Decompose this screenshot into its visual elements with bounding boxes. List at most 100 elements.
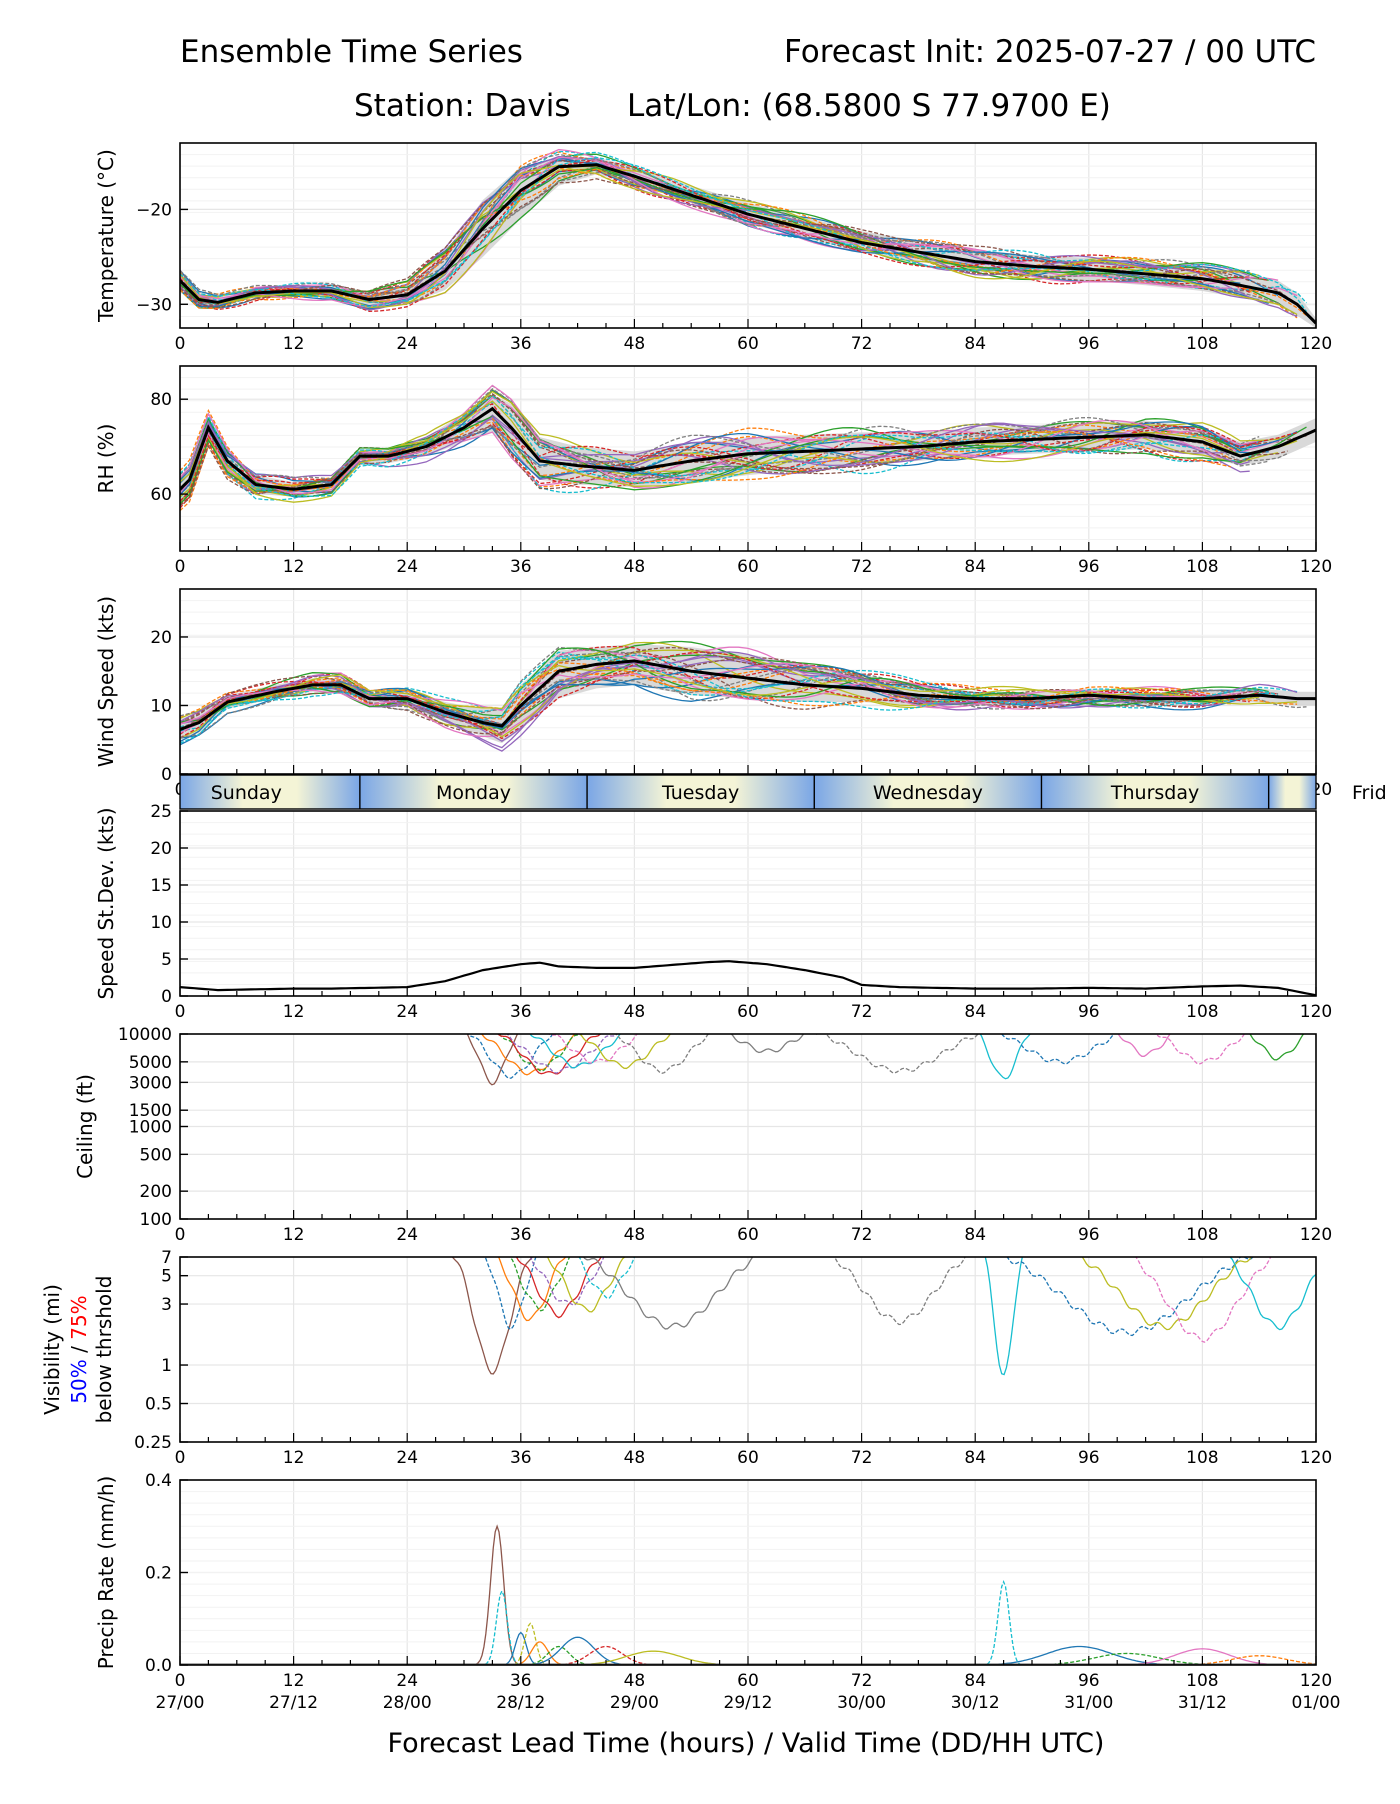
day-segment bbox=[180, 775, 360, 809]
day-label: Sunday bbox=[211, 782, 282, 804]
member-line bbox=[492, 1631, 548, 1665]
member-line bbox=[529, 1034, 622, 1069]
x-tick-label: 36 bbox=[510, 1225, 532, 1245]
x-tick-label: 120 bbox=[1300, 1225, 1332, 1245]
valid-time-label: 27/12 bbox=[269, 1693, 318, 1713]
y-tick-label: 1 bbox=[161, 1356, 172, 1376]
day-segment bbox=[359, 775, 588, 809]
member-line bbox=[1155, 1034, 1246, 1065]
member-line bbox=[467, 1034, 554, 1080]
panel-speed_sd: 25 20 15 10 5 00 12 24 36 48 60 72 84 96 108 120 Speed S… bbox=[94, 802, 1332, 1022]
x-tick-label: 48 bbox=[624, 1225, 646, 1245]
x-tick-label: 36 bbox=[510, 1671, 532, 1691]
x-tick-label: 120 bbox=[1300, 1671, 1332, 1691]
y-tick-label: 10 bbox=[150, 696, 172, 716]
plot-area-temperature bbox=[180, 148, 1316, 328]
x-tick-label: 108 bbox=[1186, 557, 1218, 577]
x-axis-label: Forecast Lead Time (hours) / Valid Time … bbox=[388, 1728, 1105, 1759]
valid-time-label: 29/12 bbox=[724, 1693, 773, 1713]
x-tick-label: 24 bbox=[396, 1448, 418, 1468]
minor-grid-precip bbox=[180, 1491, 1316, 1666]
grid-ceiling bbox=[179, 1033, 1317, 1220]
x-tick-label: 24 bbox=[396, 1225, 418, 1245]
day-segment bbox=[1041, 775, 1269, 809]
valid-time-label: 29/00 bbox=[610, 1693, 659, 1713]
x-tick-label: 12 bbox=[283, 1671, 305, 1691]
member-line bbox=[180, 165, 1260, 304]
member-line bbox=[180, 171, 1298, 317]
title-left: Ensemble Time Series bbox=[180, 34, 523, 70]
x-tick-label: 12 bbox=[283, 334, 305, 354]
member-line bbox=[180, 159, 1260, 307]
member-line bbox=[180, 646, 1260, 735]
member-line bbox=[497, 1257, 567, 1322]
y-axis-label: Speed St.Dev. (kts) bbox=[94, 807, 118, 999]
member-line bbox=[979, 1034, 1031, 1080]
x-tick-label: 96 bbox=[1078, 334, 1100, 354]
y-tick-label: 20 bbox=[150, 628, 172, 648]
x-tick-label: 72 bbox=[851, 334, 873, 354]
x-tick-label: 120 bbox=[1300, 557, 1332, 577]
member-line bbox=[511, 1650, 794, 1665]
x-tick-label: 12 bbox=[283, 1002, 305, 1022]
y-tick-label: 0.5 bbox=[145, 1395, 172, 1415]
x-tick-label: 60 bbox=[737, 334, 759, 354]
y-tick-label: 10000 bbox=[118, 1025, 172, 1045]
x-tick-label: 72 bbox=[851, 1448, 873, 1468]
x-tick-label: 72 bbox=[851, 1002, 873, 1022]
member-line bbox=[180, 156, 1231, 308]
x-tick-label: 0 bbox=[175, 1002, 186, 1022]
y-tick-label: 25 bbox=[150, 802, 172, 822]
visibility-sep: / bbox=[67, 1340, 91, 1359]
y-axis-label: Ceiling (ft) bbox=[73, 1074, 97, 1179]
x-tick-label: 108 bbox=[1186, 1671, 1218, 1691]
member-line bbox=[1249, 1034, 1305, 1061]
x-tick-label: 108 bbox=[1186, 1002, 1218, 1022]
x-tick-label: 84 bbox=[964, 557, 986, 577]
y-tick-label: 80 bbox=[150, 390, 172, 410]
member-line bbox=[615, 1034, 710, 1074]
member-line bbox=[180, 667, 1298, 722]
x-tick-label: 60 bbox=[737, 1671, 759, 1691]
visibility-label-line1: Visibility (mi) bbox=[40, 1284, 64, 1415]
member-line bbox=[451, 1257, 533, 1375]
grid-visibility bbox=[179, 1256, 1317, 1443]
x-tick-label: 96 bbox=[1078, 1448, 1100, 1468]
valid-time-label: 31/12 bbox=[1178, 1693, 1227, 1713]
member-line bbox=[833, 1257, 966, 1326]
y-tick-label: 7 bbox=[161, 1248, 172, 1268]
x-tick-label: 96 bbox=[1078, 1002, 1100, 1022]
member-line bbox=[1117, 1655, 1316, 1665]
visibility-label-line3: below thrshold bbox=[92, 1276, 116, 1424]
ensemble-mean-line bbox=[180, 659, 1316, 731]
member-line bbox=[547, 1034, 639, 1064]
y-tick-label: −30 bbox=[136, 295, 172, 315]
member-line bbox=[498, 1034, 583, 1072]
x-tick-label: 84 bbox=[964, 1002, 986, 1022]
x-tick-label: 48 bbox=[624, 1448, 646, 1468]
y-axis-label: Precip Rate (mm/h) bbox=[94, 1476, 118, 1670]
ensemble-mean-line bbox=[180, 406, 1316, 491]
x-tick-label: 108 bbox=[1186, 334, 1218, 354]
member-line bbox=[984, 1257, 1023, 1376]
member-line bbox=[480, 1034, 577, 1076]
member-line bbox=[180, 400, 1298, 503]
member-line bbox=[529, 1257, 605, 1306]
x-tick-label: 60 bbox=[737, 1225, 759, 1245]
x-tick-label: 108 bbox=[1186, 1448, 1218, 1468]
member-line bbox=[515, 1257, 602, 1319]
y-tick-label: 100 bbox=[140, 1210, 172, 1230]
x-tick-label: 60 bbox=[737, 1002, 759, 1022]
x-tick-label: 48 bbox=[624, 1002, 646, 1022]
visibility-50-label: 50% bbox=[67, 1359, 91, 1403]
member-line bbox=[1006, 1257, 1254, 1337]
x-tick-label: 120 bbox=[1300, 334, 1332, 354]
x-tick-label: 36 bbox=[510, 1448, 532, 1468]
x-tick-label: 96 bbox=[1078, 1671, 1100, 1691]
day-segment bbox=[1268, 775, 1316, 809]
y-axis-label: Wind Speed (kts) bbox=[94, 596, 118, 767]
y-tick-label: 0.2 bbox=[145, 1564, 172, 1584]
x-tick-label: 96 bbox=[1078, 1225, 1100, 1245]
member-line bbox=[180, 394, 1222, 497]
x-tick-label: 120 bbox=[1300, 1448, 1332, 1468]
